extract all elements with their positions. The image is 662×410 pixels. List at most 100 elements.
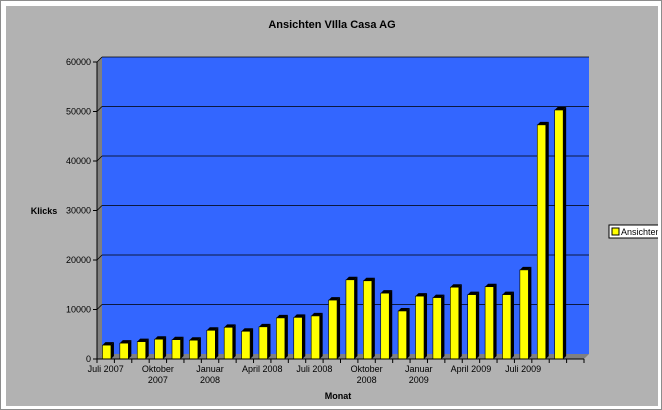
- legend: Ansichten: [608, 224, 658, 239]
- bar-top: [102, 342, 114, 346]
- y-tick-label: 0: [86, 354, 91, 364]
- bar-side: [197, 337, 201, 359]
- bar-top: [328, 297, 341, 301]
- bar-top: [432, 294, 445, 298]
- bar: [536, 124, 547, 360]
- bar: [328, 299, 338, 360]
- chart-title: Ansichten VIlla Casa AG: [268, 19, 395, 31]
- bar-top: [137, 338, 149, 342]
- y-tick-label: 40000: [66, 156, 91, 166]
- bar-side: [232, 324, 236, 359]
- gridline-diagonal: [96, 254, 103, 261]
- x-tick-label: Januar: [405, 364, 433, 374]
- x-tick-label: April 2009: [451, 364, 492, 374]
- bar: [293, 317, 303, 360]
- x-tick-label: Oktober: [351, 364, 383, 374]
- bar: [554, 109, 564, 360]
- x-tick-label: Juli 2009: [505, 364, 541, 374]
- bar: [484, 286, 494, 360]
- bar-side: [250, 328, 254, 359]
- chart-area: Ansichten VIlla Casa AG 0 10000 20000 30000…: [6, 6, 658, 406]
- bar-side: [545, 121, 549, 360]
- bar-top: [293, 314, 306, 318]
- bar-top: [415, 293, 428, 297]
- bar-top: [276, 314, 288, 318]
- bar-top: [224, 324, 236, 328]
- bar: [432, 297, 442, 360]
- bar: [345, 279, 355, 360]
- y-tick-label: 30000: [66, 206, 91, 216]
- bar-top: [311, 312, 323, 316]
- gridline-diagonal: [96, 205, 103, 211]
- bar-side: [510, 291, 514, 359]
- bar-top: [206, 327, 219, 331]
- bar: [397, 310, 407, 360]
- bar-top: [502, 291, 514, 295]
- bar-side: [371, 277, 375, 359]
- bar-side: [493, 283, 497, 359]
- x-tick-label: 2009: [409, 375, 429, 385]
- x-axis-title: Monat: [325, 391, 352, 401]
- bar-side: [458, 284, 462, 359]
- gridline-diagonal: [96, 155, 103, 162]
- bar-top: [537, 121, 549, 125]
- bar-side: [354, 276, 358, 359]
- x-tick-label: Oktober: [142, 364, 174, 374]
- bar: [102, 344, 112, 360]
- bar: [519, 269, 529, 360]
- bar-top: [554, 107, 567, 111]
- gridline-diagonal: [96, 304, 103, 310]
- bar-top: [154, 336, 167, 340]
- bar-side: [319, 312, 323, 359]
- bar: [136, 341, 147, 360]
- y-tick-label: 10000: [66, 305, 91, 315]
- bar-side: [337, 297, 341, 359]
- bar: [241, 330, 251, 360]
- legend-label: Ansichten: [621, 227, 658, 237]
- bar-side: [215, 327, 219, 359]
- bar: [119, 342, 129, 360]
- bar-top: [172, 336, 184, 340]
- bar-side: [145, 338, 149, 359]
- bar-side: [476, 291, 480, 359]
- bar: [363, 280, 373, 360]
- bar: [223, 327, 233, 360]
- bar: [171, 339, 181, 360]
- bar: [189, 339, 199, 360]
- legend-box: [608, 224, 658, 239]
- bars: [102, 107, 567, 360]
- bar-top: [189, 337, 201, 341]
- bar-side: [441, 294, 445, 359]
- x-tick-label: 2007: [148, 375, 168, 385]
- bar-side: [389, 290, 393, 359]
- bar-side: [110, 342, 114, 359]
- bar-top: [519, 266, 532, 270]
- y-tick-label: 50000: [66, 107, 91, 117]
- bar-top: [241, 328, 254, 332]
- x-tick-label: 2008: [200, 375, 220, 385]
- bar: [154, 338, 164, 360]
- bar-side: [180, 336, 184, 359]
- bar-chart: Ansichten VIlla Casa AG 0 10000 20000 30000…: [31, 19, 658, 401]
- bar-top: [380, 290, 393, 294]
- legend-swatch: [611, 227, 620, 236]
- plot-floor: [97, 354, 589, 359]
- bar: [310, 315, 320, 360]
- x-tick-label: 2008: [357, 375, 377, 385]
- bar-side: [267, 323, 271, 359]
- gridlines: [96, 56, 589, 310]
- y-tick-label: 20000: [66, 255, 91, 265]
- x-tick-label: April 2008: [242, 364, 283, 374]
- x-tick-label: Juli 2007: [88, 364, 124, 374]
- bar-top: [363, 277, 375, 281]
- bar: [467, 294, 477, 360]
- bar: [450, 286, 460, 360]
- bar-top: [119, 340, 132, 344]
- bar-top: [345, 276, 358, 280]
- bar-side: [128, 340, 132, 359]
- bar-side: [424, 293, 428, 359]
- x-tick-label: Juli 2008: [296, 364, 332, 374]
- y-tick-label: 60000: [66, 57, 91, 67]
